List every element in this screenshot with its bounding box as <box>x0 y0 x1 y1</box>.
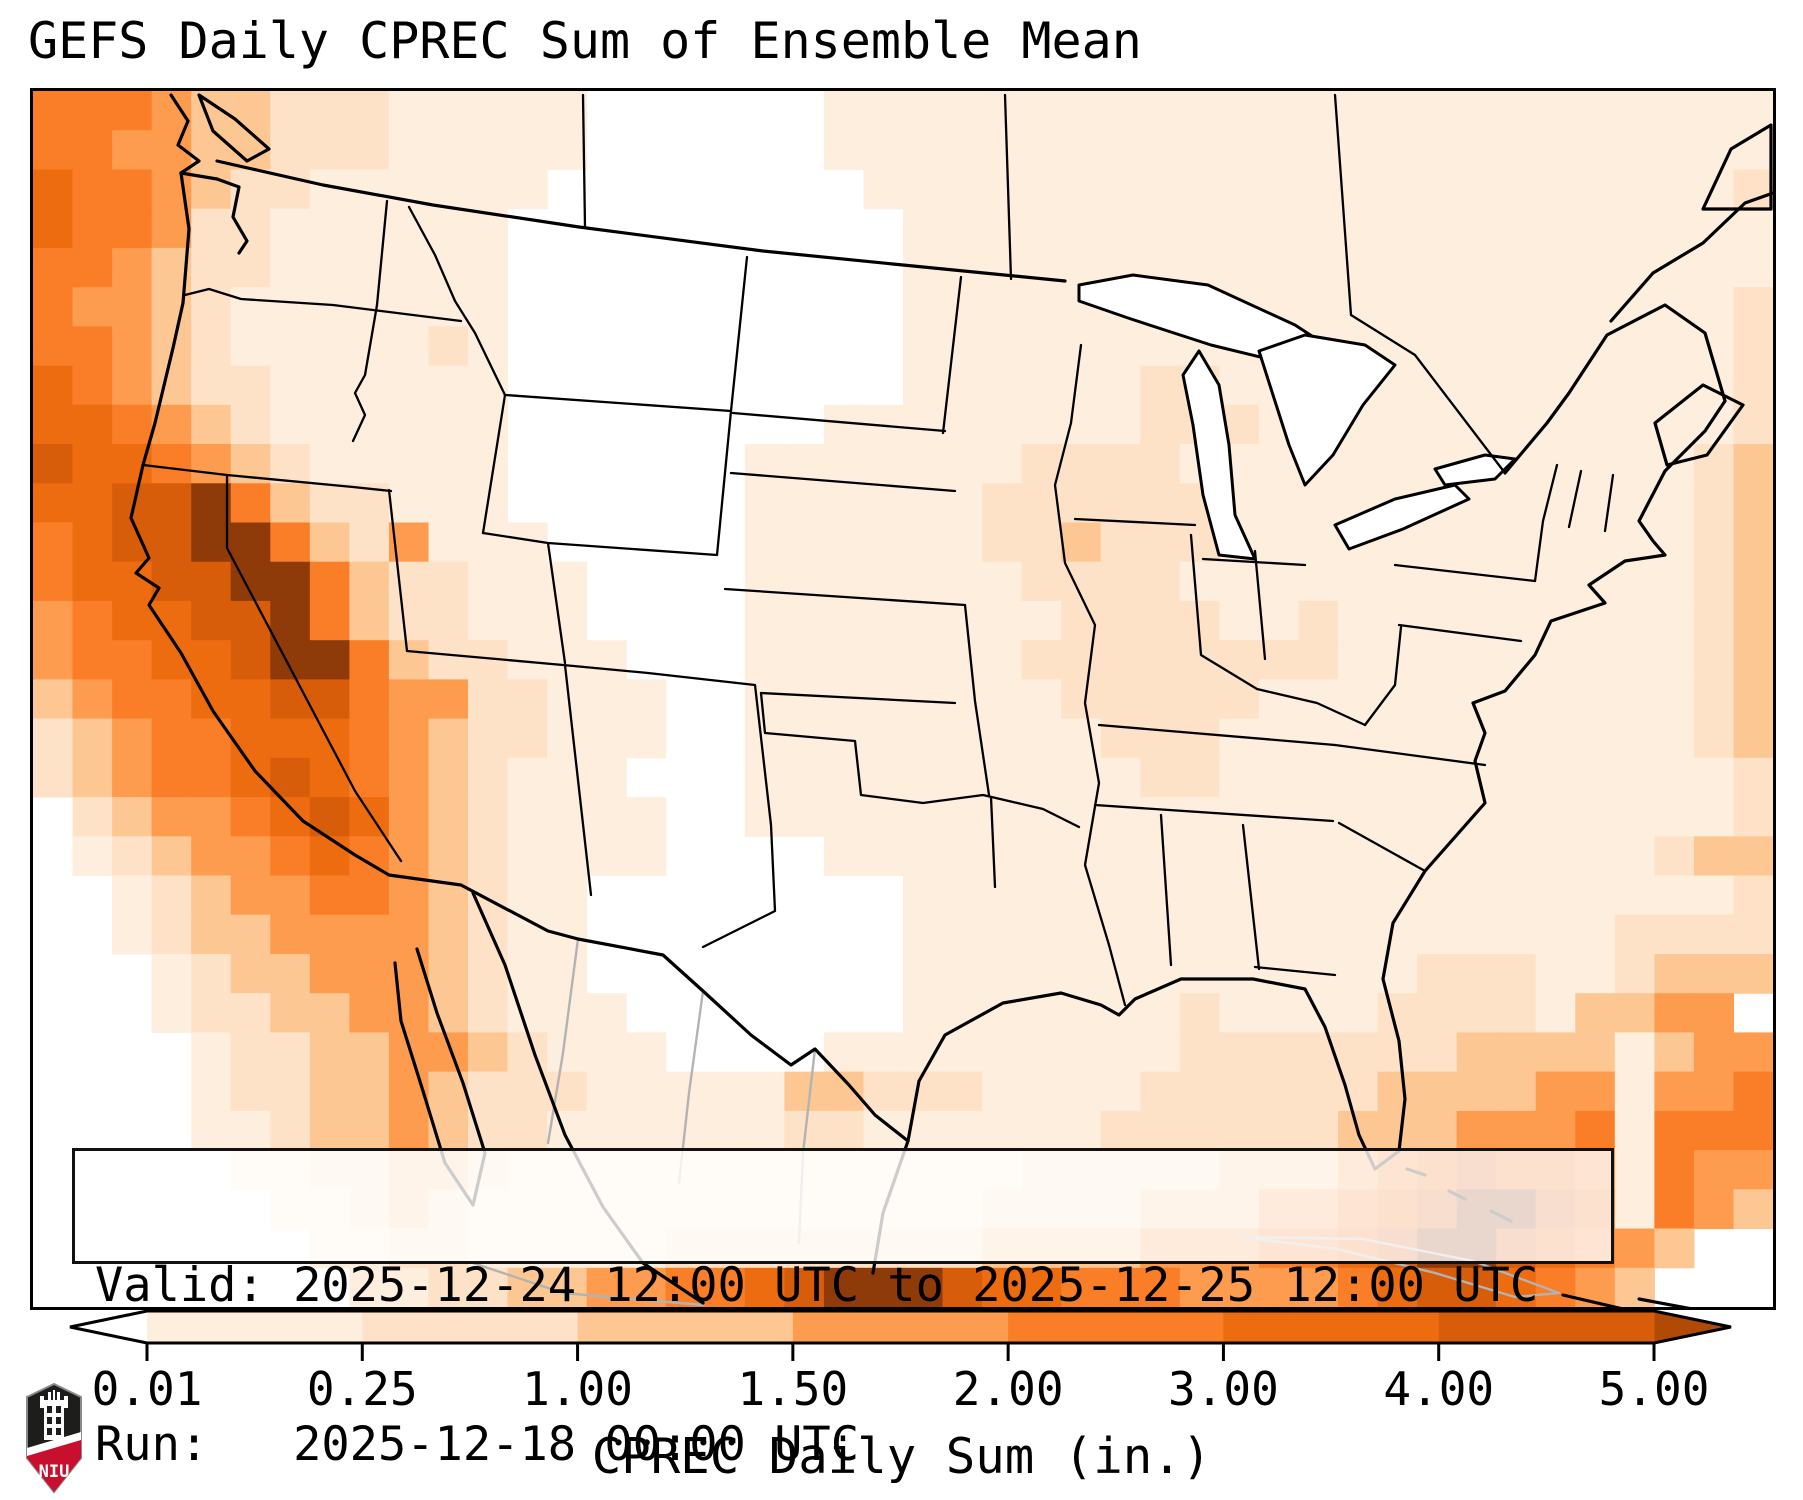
valid-time-line: Valid: 2025-12-24 12:00 UTC to 2025-12-2… <box>95 1258 1539 1313</box>
colorbar-tick-label: 1.50 <box>737 1362 848 1416</box>
colorbar-tick-label: 2.00 <box>953 1362 1064 1416</box>
colorbar-canvas: 0.01 0.25 1.00 1.50 2.00 3.00 4.00 5.00 <box>69 1309 1732 1416</box>
precipitation-map <box>30 88 1776 1310</box>
page-title: GEFS Daily CPREC Sum of Ensemble Mean <box>28 12 1142 70</box>
colorbar-tick-label: 4.00 <box>1383 1362 1494 1416</box>
valid-run-info-box: Valid: 2025-12-24 12:00 UTC to 2025-12-2… <box>72 1148 1614 1471</box>
great-lakes <box>1077 273 1517 561</box>
run-time-line: Run: 2025-12-18 00:00 UTC <box>95 1417 860 1472</box>
map-canvas <box>33 91 1773 1307</box>
colorbar-tick-label: 1.00 <box>522 1362 633 1416</box>
colorbar-tick-label: 3.00 <box>1168 1362 1279 1416</box>
state-borders <box>141 93 1615 1007</box>
precip-grid-layer <box>33 91 1773 1307</box>
niu-logo-text: NIU <box>39 1462 70 1482</box>
colorbar-tick-label: 0.25 <box>307 1362 418 1416</box>
colorbar-tick-label: 0.01 <box>92 1362 203 1416</box>
colorbar-axis-label: CPREC Daily Sum (in.) <box>591 1428 1212 1485</box>
colorbar-tick-label: 5.00 <box>1599 1362 1710 1416</box>
colorbar: 0.01 0.25 1.00 1.50 2.00 3.00 4.00 5.00 <box>0 1300 1803 1500</box>
niu-logo: NIU <box>23 1382 85 1496</box>
niu-logo-icon: NIU <box>26 1382 82 1494</box>
